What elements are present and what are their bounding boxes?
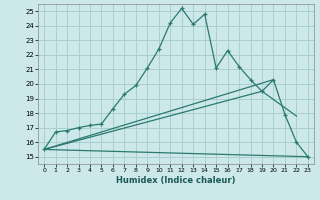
X-axis label: Humidex (Indice chaleur): Humidex (Indice chaleur) [116,176,236,185]
